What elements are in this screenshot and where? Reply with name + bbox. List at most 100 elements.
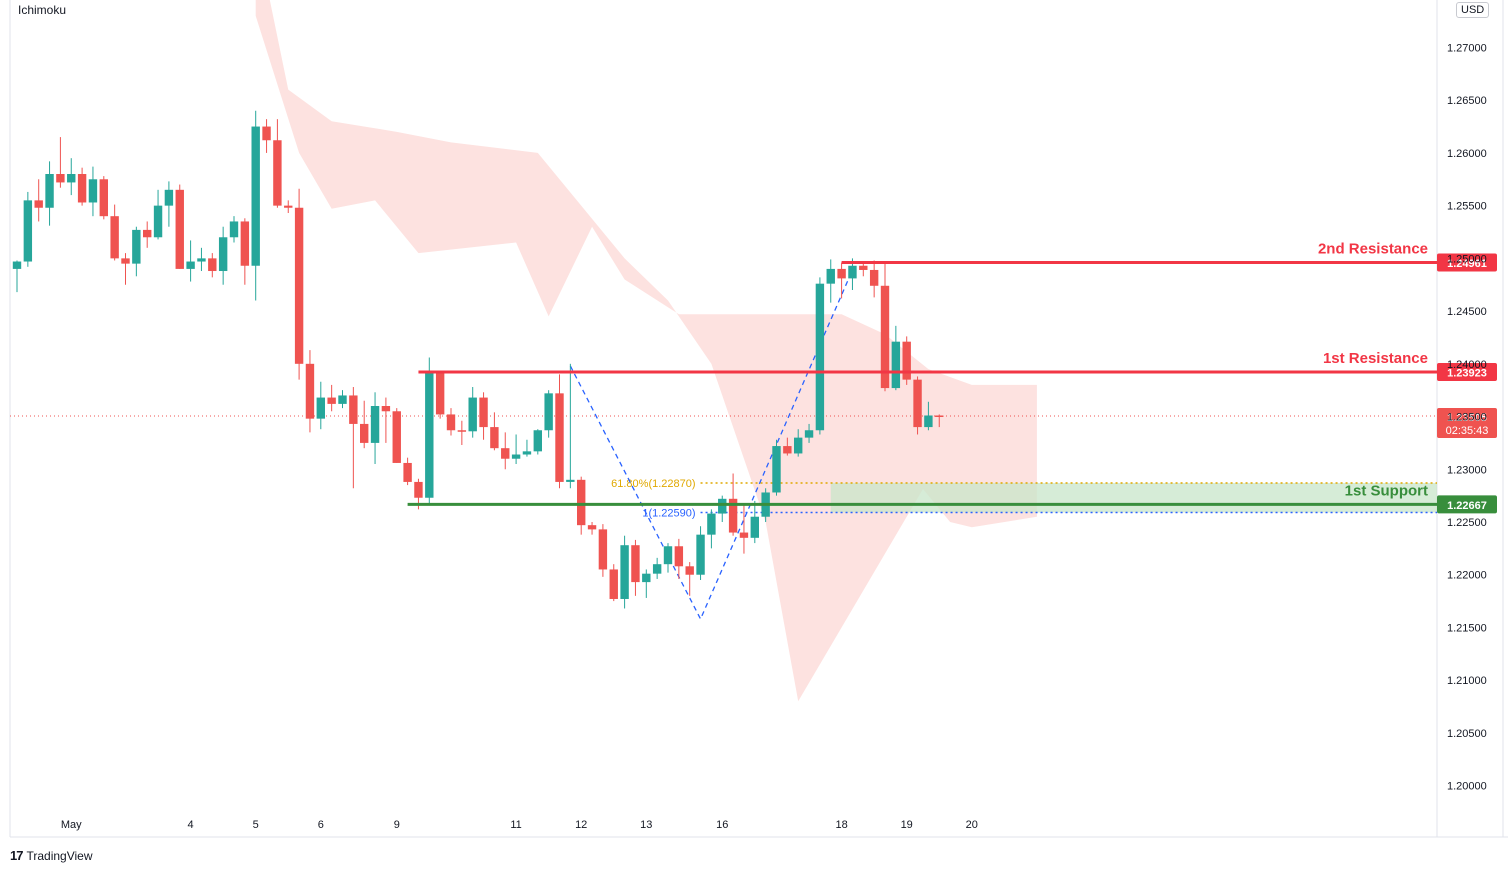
candle-body <box>305 363 315 419</box>
y-tick-label: 1.22500 <box>1447 517 1487 529</box>
level-label: 2nd Resistance <box>1318 240 1428 257</box>
candle-body <box>544 393 553 431</box>
candle-body <box>425 371 434 498</box>
candle-body <box>685 566 694 575</box>
candle-body <box>891 341 901 389</box>
candle-body <box>251 126 260 266</box>
y-tick-label: 1.25000 <box>1447 253 1487 265</box>
candle <box>522 439 532 457</box>
candle-body <box>175 189 184 269</box>
tradingview-logo: 17 TradingView <box>10 848 93 863</box>
countdown-label: 02:35:43 <box>1446 425 1489 437</box>
candle-body <box>728 498 738 533</box>
candle-body <box>826 268 835 284</box>
candle <box>598 524 608 577</box>
candle-body <box>913 379 922 428</box>
tradingview-logo-icon: 17 <box>10 848 24 863</box>
candle-body <box>902 341 911 380</box>
candle <box>501 432 510 470</box>
candle <box>555 374 564 489</box>
candle <box>305 350 315 433</box>
candle-body <box>143 229 152 238</box>
candle <box>869 260 879 298</box>
candle <box>587 522 597 535</box>
x-tick-label: 19 <box>901 819 913 831</box>
candle <box>403 457 412 486</box>
candle-body <box>414 481 423 498</box>
candle <box>652 557 662 579</box>
candle-body <box>34 200 43 208</box>
candle-body <box>718 498 727 514</box>
candle-body <box>663 546 673 565</box>
y-tick-label: 1.22000 <box>1447 570 1487 582</box>
candle-body <box>783 446 792 454</box>
candle-body <box>696 534 705 575</box>
candle <box>370 392 380 464</box>
candle-body <box>859 265 868 270</box>
candle <box>240 218 250 285</box>
candle-body <box>164 189 174 206</box>
candle-body <box>468 397 477 432</box>
candle <box>284 200 293 214</box>
candle-body <box>587 525 597 530</box>
y-tick-label: 1.27000 <box>1447 42 1487 54</box>
price-axis-tag <box>1437 362 1497 381</box>
candle-body <box>12 261 22 269</box>
candle-body <box>229 221 239 238</box>
candle <box>544 390 553 438</box>
candle <box>251 110 260 301</box>
current-price-label: 1.23505 <box>1447 412 1487 424</box>
x-tick-label: May <box>61 819 82 831</box>
candle <box>880 263 890 392</box>
y-tick-label: 1.24500 <box>1447 306 1487 318</box>
candle <box>935 414 944 428</box>
candle-body <box>490 427 499 449</box>
candle <box>164 181 174 227</box>
candle <box>197 247 206 272</box>
candle-body <box>924 415 933 428</box>
candle-body <box>294 207 304 364</box>
support-zone <box>830 482 1437 513</box>
candle-body <box>132 229 141 264</box>
candle-body <box>804 430 814 438</box>
candle-body <box>880 285 890 389</box>
candle-body <box>522 451 532 455</box>
candle <box>218 226 228 285</box>
indicator-title[interactable]: Ichimoku <box>18 3 67 17</box>
x-tick-label: 16 <box>716 819 728 831</box>
candle <box>143 221 152 248</box>
candle <box>446 408 456 436</box>
candle <box>479 392 488 440</box>
y-tick-label: 1.21500 <box>1447 622 1487 634</box>
candle-body <box>794 437 803 454</box>
candle <box>685 562 694 596</box>
candle <box>772 439 781 496</box>
x-tick-label: 9 <box>394 819 400 831</box>
candle <box>859 262 868 277</box>
candle <box>794 429 803 457</box>
candle-body <box>121 258 130 264</box>
candle-body <box>56 174 65 183</box>
candle-body <box>555 393 564 482</box>
x-tick-label: 20 <box>966 819 978 831</box>
candle <box>175 184 184 269</box>
candle-body <box>273 140 282 206</box>
candle <box>132 226 141 277</box>
candle-body <box>815 283 825 431</box>
candle <box>23 191 33 267</box>
currency-badge[interactable]: USD <box>1456 2 1490 18</box>
candle-body <box>262 126 271 141</box>
candle-body <box>631 545 640 583</box>
candle-body <box>186 261 195 269</box>
candle <box>511 434 521 464</box>
y-tick-label: 1.20500 <box>1447 728 1487 740</box>
candle-body <box>23 200 33 262</box>
price-axis-tag-label: 1.24961 <box>1447 258 1487 270</box>
candle <box>360 400 369 449</box>
candle <box>121 253 130 285</box>
y-tick-label: 1.24000 <box>1447 359 1487 371</box>
candle <box>392 408 401 463</box>
candle-body <box>739 532 749 538</box>
candle <box>750 500 759 544</box>
